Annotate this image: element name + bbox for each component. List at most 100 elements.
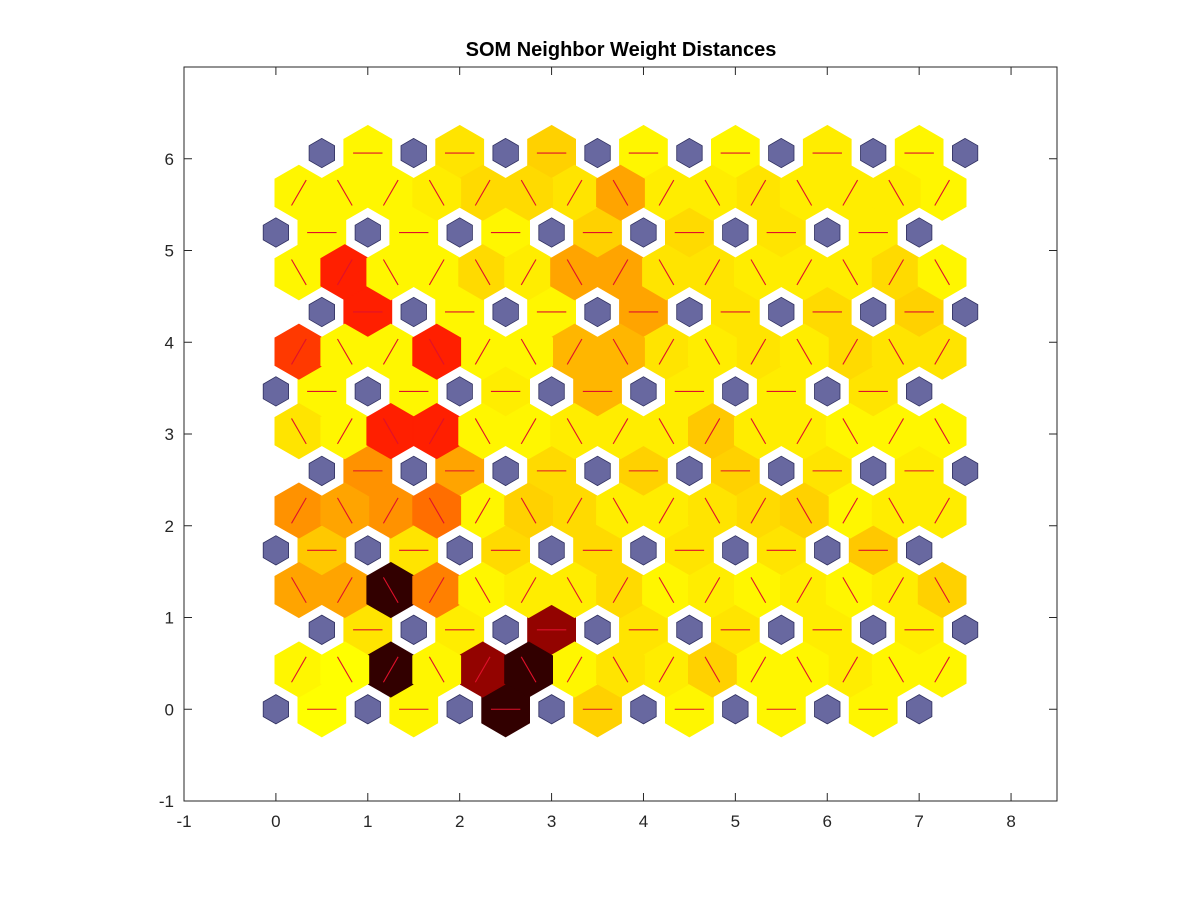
neuron xyxy=(630,376,657,407)
connection-line xyxy=(291,338,307,365)
x-tick-label: 7 xyxy=(914,812,923,831)
connection-line xyxy=(750,577,767,604)
connection-lines xyxy=(291,152,950,710)
connection-line xyxy=(520,418,537,445)
connection-line xyxy=(888,656,905,683)
neuron xyxy=(814,376,841,407)
connection-line xyxy=(428,338,445,365)
neuron xyxy=(538,535,565,566)
connection-line xyxy=(291,656,307,683)
connection-line xyxy=(796,179,813,206)
connection-line xyxy=(428,179,445,206)
connection-line xyxy=(336,656,353,683)
connection-line xyxy=(612,656,629,683)
connection-line xyxy=(520,497,537,524)
connection-line xyxy=(888,577,905,604)
connection-line xyxy=(291,577,307,604)
neuron xyxy=(814,694,841,725)
neuron xyxy=(262,535,290,566)
y-tick-label: 4 xyxy=(165,333,174,352)
connection-line xyxy=(566,338,583,365)
connection-line xyxy=(704,656,721,683)
connection-line xyxy=(428,656,445,683)
connection-line xyxy=(704,577,721,604)
neuron xyxy=(354,376,381,407)
connection-line xyxy=(934,259,950,286)
neuron xyxy=(492,614,519,645)
neuron xyxy=(262,217,290,248)
connection-line xyxy=(934,338,950,365)
neuron xyxy=(952,614,979,645)
connection-line xyxy=(750,497,767,524)
connection-line xyxy=(796,656,813,683)
neuron xyxy=(722,535,749,566)
neuron xyxy=(768,137,795,169)
connection-line xyxy=(888,497,905,524)
connection-line xyxy=(474,338,491,365)
neuron xyxy=(446,535,473,566)
neuron xyxy=(860,614,887,645)
connection-line xyxy=(658,259,675,286)
x-tick-label: 4 xyxy=(639,812,648,831)
connection-line xyxy=(336,259,353,286)
neuron xyxy=(262,376,290,407)
neuron xyxy=(952,137,979,169)
connection-line xyxy=(428,577,445,604)
connection-line xyxy=(336,577,353,604)
connection-line xyxy=(612,497,629,524)
connection-line xyxy=(934,656,950,683)
connection-line xyxy=(336,338,353,365)
connection-line xyxy=(888,418,905,445)
neuron xyxy=(262,694,290,725)
connection-line xyxy=(704,418,721,445)
connection-line xyxy=(796,497,813,524)
connection-line xyxy=(474,259,491,286)
neuron xyxy=(584,137,611,169)
connection-line xyxy=(382,179,399,206)
connection-line xyxy=(382,497,399,524)
neuron xyxy=(676,137,703,169)
neuron xyxy=(768,296,795,328)
connection-line xyxy=(612,418,629,445)
y-tick-label: 1 xyxy=(165,609,174,628)
connection-line xyxy=(842,179,859,206)
neuron xyxy=(630,535,657,566)
y-tick-label: 5 xyxy=(165,242,174,261)
neuron xyxy=(814,535,841,566)
y-tick-label: -1 xyxy=(159,792,174,811)
connection-line xyxy=(934,577,950,604)
neuron xyxy=(492,296,519,328)
neuron xyxy=(400,455,427,487)
connection-line xyxy=(382,338,399,365)
x-tick-label: 5 xyxy=(731,812,740,831)
connection-line xyxy=(934,497,950,524)
connection-line xyxy=(520,338,537,365)
neuron xyxy=(308,614,336,645)
neuron xyxy=(584,614,611,645)
connection-line xyxy=(566,656,583,683)
connection-line xyxy=(704,338,721,365)
connection-line xyxy=(291,179,307,206)
connection-line xyxy=(658,656,675,683)
connection-line xyxy=(704,497,721,524)
connection-line xyxy=(796,418,813,445)
connection-line xyxy=(428,259,445,286)
neuron xyxy=(446,376,473,407)
neuron xyxy=(538,694,565,725)
connection-line xyxy=(520,179,537,206)
x-axis: -1 0 1 2 3 4 5 6 7 8 xyxy=(176,67,1016,831)
neuron xyxy=(906,217,933,248)
connection-line xyxy=(474,418,491,445)
connection-line xyxy=(842,259,859,286)
connection-line xyxy=(750,179,767,206)
connection-line xyxy=(382,259,399,286)
neuron xyxy=(722,694,749,725)
neuron xyxy=(906,376,933,407)
connection-line xyxy=(520,656,537,683)
connection-line xyxy=(612,338,629,365)
connection-line xyxy=(750,259,767,286)
neuron xyxy=(768,455,795,487)
neuron xyxy=(814,217,841,248)
y-tick-label: 3 xyxy=(165,425,174,444)
connection-line xyxy=(336,497,353,524)
